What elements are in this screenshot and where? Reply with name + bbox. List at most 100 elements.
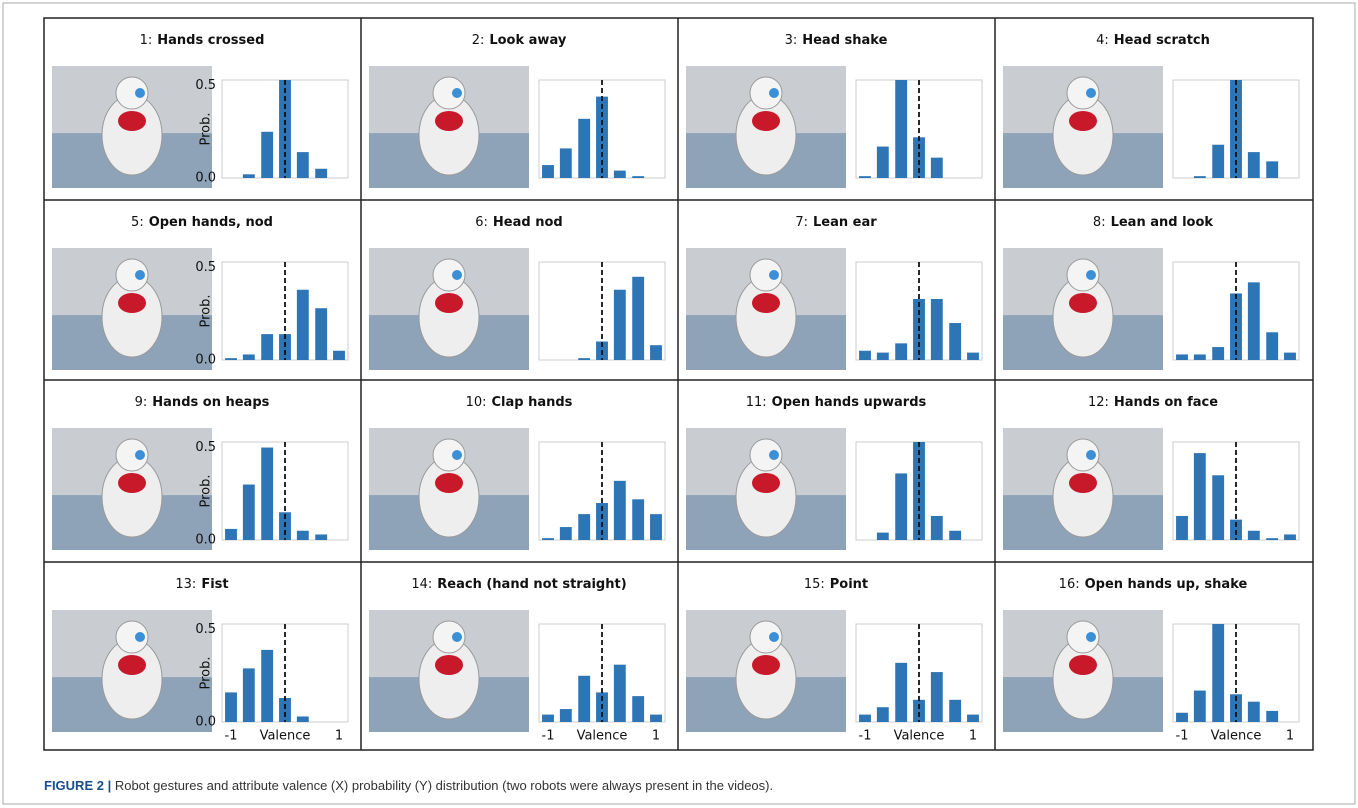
bar [243,354,255,360]
panel-name: Clap hands [491,395,572,410]
bar [949,531,961,540]
panel-title: 4: Head scratch [1096,33,1210,48]
bar [895,80,907,178]
bar [650,345,662,360]
bar [931,158,943,178]
bar [542,538,554,540]
panel-name: Head shake [802,33,887,48]
bar [895,473,907,540]
robot-eye [135,632,145,642]
robot-chest [752,111,780,131]
bar [614,171,626,178]
panel-name: Fist [201,577,228,592]
y-tick-label: 0.5 [195,260,216,275]
robot-chest [752,473,780,493]
bar [1194,354,1206,360]
y-tick-label: 0.0 [195,353,216,368]
panel-title: 14:Reach (hand not straight) [411,577,626,592]
panel-name: Open hands, nod [149,215,273,230]
y-axis-label: Prob. [199,656,214,689]
bar [1194,453,1206,540]
robot-eye [135,270,145,280]
robot-chest [118,655,146,675]
robot-chest [752,655,780,675]
bar [1266,332,1278,360]
robot-chest [1069,111,1097,131]
x-axis-label: Valence [260,729,311,744]
figure: 1:Hands crossed0.00.5Prob.2:Look away3:H… [0,0,1358,808]
bar [560,527,572,540]
bar [949,323,961,360]
panel-number: 7: [795,215,808,230]
bar [297,152,309,178]
x-tick-label: -1 [859,729,872,744]
panel-title: 10: Clap hands [466,395,573,410]
robot-chest [118,111,146,131]
bar [859,715,871,722]
robot-chest [435,655,463,675]
x-tick-label: -1 [542,729,555,744]
bar [560,148,572,178]
chart-grid: 1:Hands crossed0.00.5Prob.2:Look away3:H… [0,0,1358,808]
y-tick-label: 0.0 [195,171,216,186]
panel-number: 4: [1096,33,1109,48]
robot-chest [435,111,463,131]
panel-name: Point [830,577,868,592]
robot-eye [135,450,145,460]
bar [614,481,626,540]
bar [578,676,590,722]
bar [243,174,255,178]
bar [614,665,626,722]
panel-title: 3:Head shake [785,33,888,48]
bar [261,650,273,722]
panel-title: 8:Lean and look [1093,215,1213,230]
panel-title: 13: Fist [175,577,228,592]
bar [279,698,291,722]
bar [895,663,907,722]
bar [542,715,554,722]
panel-number: 5: [131,215,144,230]
bar [632,696,644,722]
x-tick-label: 1 [1286,729,1294,744]
bar [315,169,327,178]
bar [859,176,871,178]
robot-chest [1069,293,1097,313]
bar [877,147,889,178]
panel-number: 11: [746,395,767,410]
bar [632,176,644,178]
robot-chest [1069,473,1097,493]
bar [1266,161,1278,178]
panel-title: 5: Open hands, nod [131,215,273,230]
robot-eye [452,450,462,460]
panel-name: Reach (hand not straight) [437,577,626,592]
bar [1248,702,1260,722]
bar [895,343,907,360]
bar [931,672,943,722]
y-tick-label: 0.5 [195,78,216,93]
robot-eye [769,88,779,98]
bar [315,308,327,360]
x-axis-label: Valence [894,729,945,744]
bar [578,358,590,360]
panel-number: 9: [135,395,148,410]
robot-eye [1086,270,1096,280]
bar [931,299,943,360]
bar [1194,176,1206,178]
bar [913,700,925,722]
y-axis-label: Prob. [199,112,214,145]
bar [225,529,237,540]
panel-name: Look away [489,33,566,48]
x-axis-label: Valence [1211,729,1262,744]
bar [1266,711,1278,722]
bar [1248,152,1260,178]
bar [578,514,590,540]
panel-number: 13: [175,577,196,592]
robot-eye [452,632,462,642]
bar [243,485,255,540]
panel-number: 10: [466,395,487,410]
bar [1176,713,1188,722]
bar [632,277,644,360]
bar [261,132,273,178]
panel-title: 9:Hands on heaps [135,395,270,410]
panel-name: Head scratch [1114,33,1210,48]
